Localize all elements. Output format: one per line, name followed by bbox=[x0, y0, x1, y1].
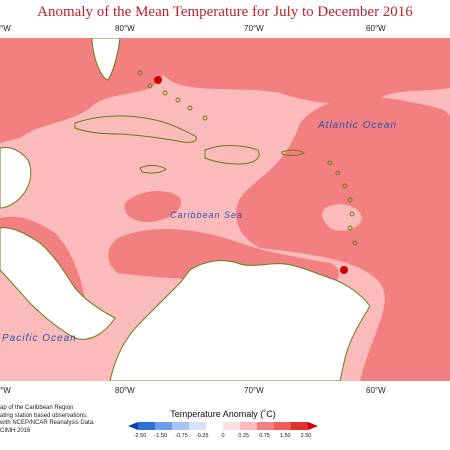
note-line: ap of the Caribbean Region bbox=[0, 405, 74, 411]
anomaly-jamaica-zone bbox=[124, 191, 181, 223]
anomaly-map: Atlantic Ocean Caribbean Sea Pacific Oce… bbox=[0, 38, 450, 381]
legend-swatch bbox=[291, 422, 308, 430]
bottom-tick-label: 80°W bbox=[115, 386, 135, 395]
land-south-america bbox=[109, 260, 371, 381]
land-central-america bbox=[0, 227, 116, 340]
legend-swatch bbox=[257, 422, 274, 430]
map-title: Anomaly of the Mean Temperature for July… bbox=[37, 4, 413, 20]
top-tick-label: 60°W bbox=[366, 24, 386, 33]
legend-swatch bbox=[189, 422, 206, 430]
legend-tick-label: 0 bbox=[221, 433, 225, 439]
bottom-tick-label: 70°W bbox=[244, 386, 264, 395]
note-line: CIMH 2016 bbox=[0, 427, 31, 434]
bottom-tick-label: 60°W bbox=[366, 386, 386, 395]
top-tick-label: °W bbox=[0, 24, 11, 33]
label-atlantic-ocean: Atlantic Ocean bbox=[317, 120, 397, 131]
legend-tick-label: 1.50 bbox=[279, 433, 291, 439]
islands-lesser-antilles bbox=[327, 160, 358, 246]
label-caribbean-sea: Caribbean Sea bbox=[170, 210, 243, 220]
map-svg: Atlantic Ocean Caribbean Sea Pacific Oce… bbox=[0, 38, 450, 381]
legend-swatch bbox=[155, 422, 172, 430]
anomaly-hotspot-trinidad bbox=[340, 266, 348, 274]
anomaly-lesser-antilles-light bbox=[322, 204, 362, 231]
legend-title: Temperature Anomaly (˚C) bbox=[170, 409, 276, 419]
anomaly-east-atlantic-zone bbox=[236, 97, 450, 381]
legend-swatch bbox=[138, 422, 155, 430]
legend-swatch bbox=[274, 422, 291, 430]
bottom-tick-label: °W bbox=[0, 386, 11, 395]
legend-colorbar bbox=[138, 422, 308, 430]
island-puerto-rico bbox=[281, 149, 305, 156]
legend-tick-label: 0.75 bbox=[259, 433, 270, 439]
map-notes: ap of the Caribbean Region ating station… bbox=[0, 405, 95, 435]
note-line: ating station based observations, bbox=[0, 412, 88, 419]
top-tick-label: 80°W bbox=[115, 24, 135, 33]
legend-arrow-left bbox=[128, 422, 138, 430]
land-florida bbox=[91, 38, 121, 81]
legend-tick-label: -0.75 bbox=[175, 433, 188, 439]
label-pacific-ocean: Pacific Ocean bbox=[2, 333, 77, 344]
legend-tick-label: -1.50 bbox=[154, 433, 168, 439]
top-tick-label: 70°W bbox=[244, 24, 264, 33]
legend-swatch bbox=[206, 422, 223, 430]
legend-swatch bbox=[223, 422, 240, 430]
legend-tick-label: 0.25 bbox=[238, 433, 250, 439]
islands-bahamas bbox=[137, 70, 208, 121]
land-yucatan bbox=[0, 147, 32, 209]
legend-tick-label: 2.50 bbox=[300, 433, 312, 439]
legend-swatch bbox=[240, 422, 257, 430]
island-jamaica bbox=[139, 165, 167, 174]
legend-arrow-right bbox=[308, 422, 318, 430]
legend-swatch bbox=[172, 422, 189, 430]
anomaly-north-atlantic-zone bbox=[130, 38, 450, 104]
anomaly-gulf-zone bbox=[0, 38, 172, 143]
note-line: with NCEP/NCAR Reanalysis Data. bbox=[0, 420, 95, 426]
island-hispaniola bbox=[204, 145, 260, 165]
anomaly-hispaniola-light bbox=[208, 143, 270, 178]
legend-tick-label: -2.50 bbox=[133, 433, 147, 439]
island-cuba bbox=[74, 115, 197, 143]
anomaly-hotspot-bahamas bbox=[154, 76, 162, 84]
legend-tick-label: -0.25 bbox=[195, 433, 209, 439]
